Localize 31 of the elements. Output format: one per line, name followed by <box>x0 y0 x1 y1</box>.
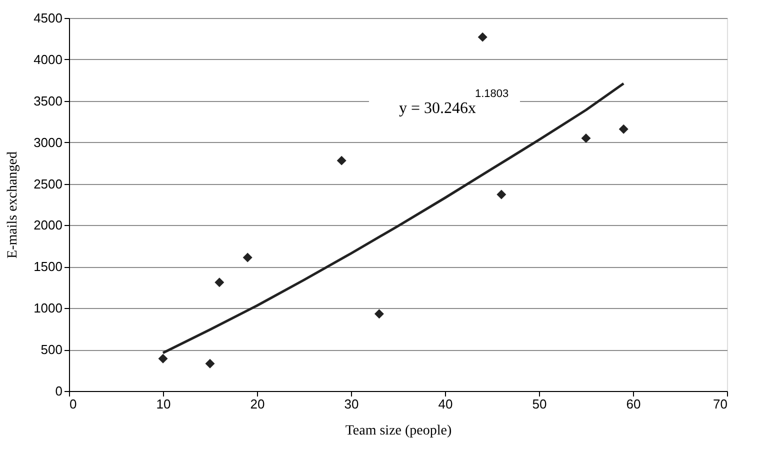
x-tick-label: 50 <box>532 396 547 412</box>
y-tick-label: 2500 <box>34 176 62 192</box>
x-tick-label: 70 <box>713 396 728 412</box>
y-tick-label: 1000 <box>34 300 62 316</box>
point <box>478 32 488 42</box>
y-tick-label: 500 <box>40 342 62 358</box>
x-tick-label: 60 <box>626 396 641 412</box>
x-axis-title: Team size (people) <box>345 424 452 438</box>
y-tick-label: 2000 <box>34 218 62 233</box>
point <box>496 190 506 200</box>
y-tick-label: 0 <box>55 384 62 398</box>
point <box>618 124 628 134</box>
x-tick-label: 10 <box>156 396 171 412</box>
x-tick-label: 40 <box>438 396 453 412</box>
y-tick-label: 3000 <box>34 134 62 150</box>
annotation: y = 30.246x1.1803 <box>398 88 509 117</box>
point <box>205 358 215 368</box>
x-tick-label: 30 <box>344 396 359 412</box>
x-tick-label: 20 <box>250 396 265 412</box>
point <box>158 354 168 364</box>
x-tick-label: 0 <box>70 396 77 412</box>
y-tick-label: 3500 <box>34 93 62 108</box>
y-tick-label: 4500 <box>34 10 62 26</box>
y-axis-title: E-mails exchanged <box>6 152 21 258</box>
y-tick-label: 4000 <box>34 52 62 67</box>
y-tick-label: 1500 <box>34 259 62 274</box>
point <box>336 156 346 166</box>
point <box>214 278 224 288</box>
point <box>242 252 252 262</box>
point <box>581 133 591 143</box>
point <box>374 309 384 319</box>
